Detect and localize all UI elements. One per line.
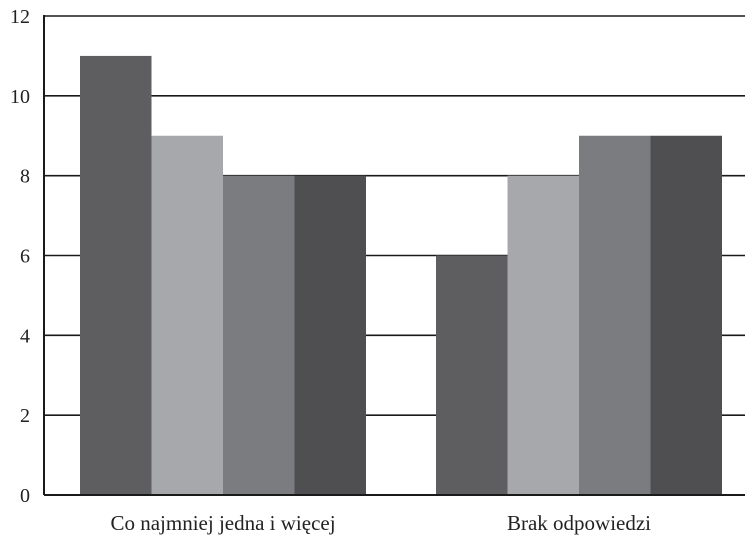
category-label: Brak odpowiedzi	[507, 511, 651, 535]
bar	[80, 55, 152, 496]
y-tick-label: 10	[10, 86, 30, 108]
y-tick-label: 8	[20, 166, 30, 188]
bar	[223, 175, 295, 495]
y-tick-label: 2	[20, 405, 30, 427]
y-tick-label: 6	[20, 246, 30, 268]
category-labels: Co najmniej jedna i więcej Brak odpowiedz…	[110, 511, 651, 535]
bar	[151, 135, 223, 495]
bars	[80, 55, 722, 496]
y-tick-labels: 0 2 4 6 8 10 12	[10, 6, 30, 507]
bar	[579, 135, 651, 495]
bar	[650, 135, 722, 495]
y-tick-label: 12	[10, 6, 30, 28]
category-label: Co najmniej jedna i więcej	[110, 511, 335, 535]
y-tick-label: 4	[20, 325, 30, 347]
bar	[507, 175, 579, 495]
bar	[436, 255, 508, 495]
axes	[43, 15, 745, 496]
y-tick-label: 0	[20, 485, 30, 507]
bar	[294, 175, 366, 495]
